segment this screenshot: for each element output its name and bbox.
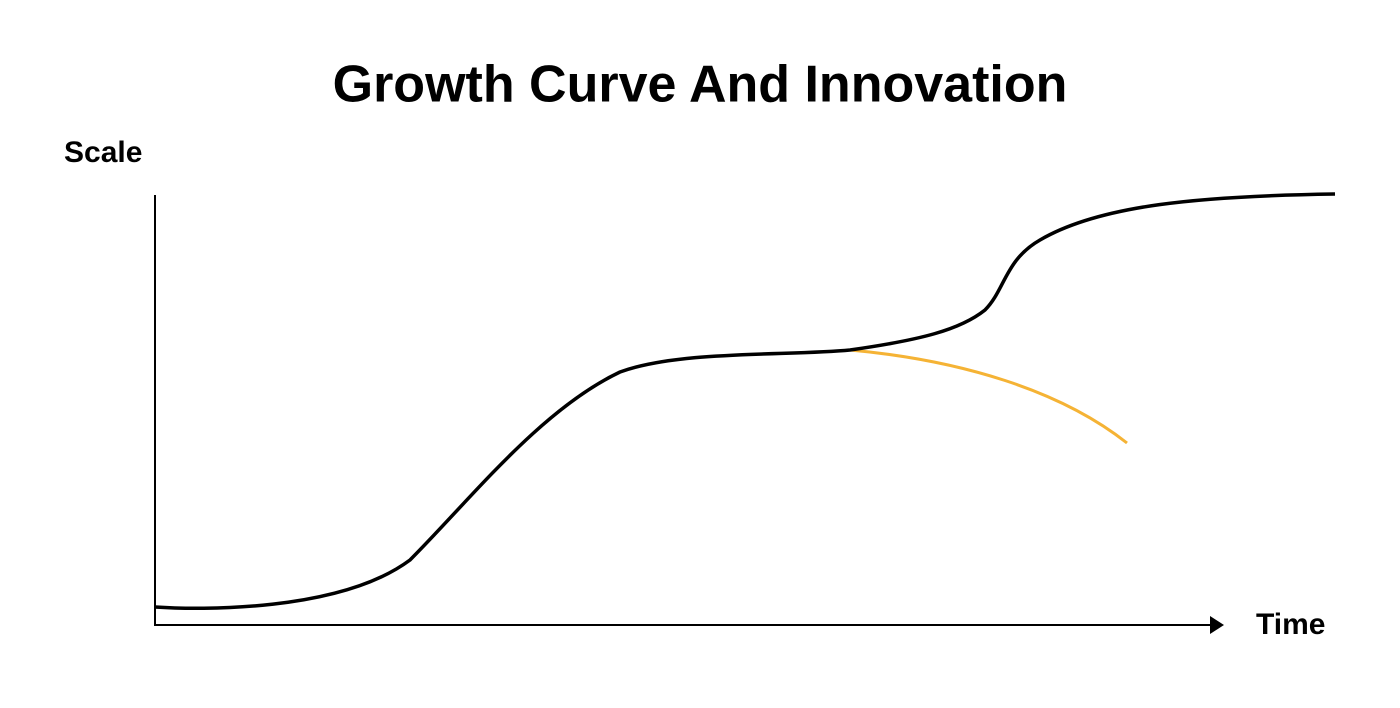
- title: Growth Curve And Innovation: [333, 56, 1068, 114]
- decline-curve: [849, 348, 1128, 445]
- y-axis-label: Scale: [64, 136, 142, 169]
- growth-curve: [154, 192, 1336, 611]
- x-axis-arrow: [1210, 616, 1224, 634]
- x-axis-label: Time: [1256, 608, 1325, 641]
